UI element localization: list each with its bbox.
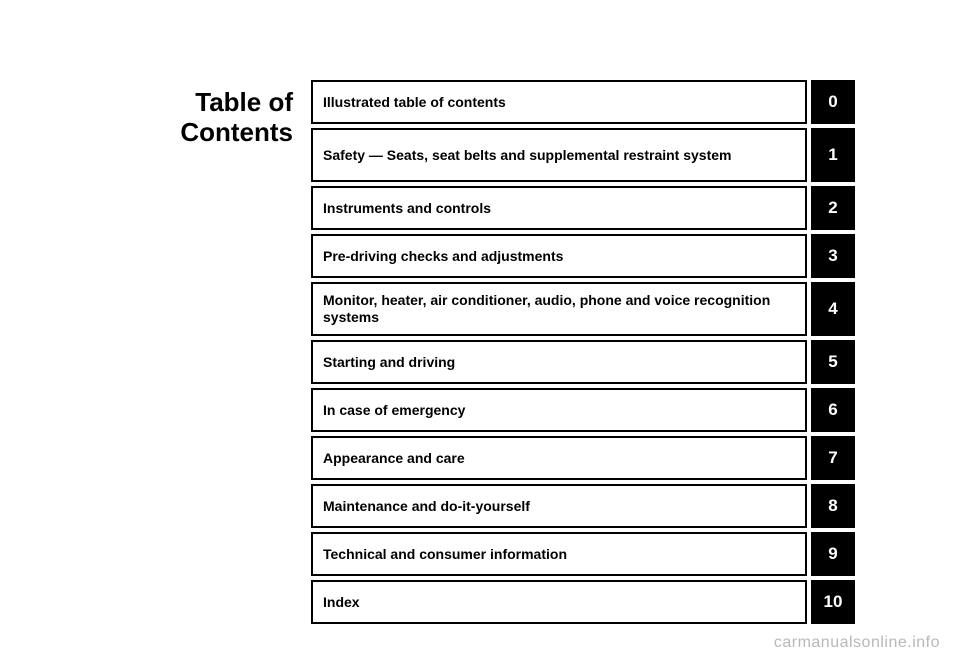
- toc-title-line2: Contents: [180, 117, 293, 147]
- toc-num-box: 2: [811, 186, 855, 230]
- toc-num-box: 9: [811, 532, 855, 576]
- toc-num-box: 7: [811, 436, 855, 480]
- toc-label: Instruments and controls: [311, 186, 807, 230]
- toc-num-box: 3: [811, 234, 855, 278]
- toc-num-box: 1: [811, 128, 855, 182]
- toc-label: Technical and consumer information: [311, 532, 807, 576]
- toc-row[interactable]: Appearance and care 7: [311, 436, 855, 480]
- toc-num-box: 5: [811, 340, 855, 384]
- toc-label: Appearance and care: [311, 436, 807, 480]
- toc-row[interactable]: Maintenance and do-it-yourself 8: [311, 484, 855, 528]
- toc-row[interactable]: Starting and driving 5: [311, 340, 855, 384]
- page-container: Table of Contents Illustrated table of c…: [115, 80, 855, 624]
- watermark: carmanualsonline.info: [774, 634, 940, 652]
- toc-label: Monitor, heater, air conditioner, audio,…: [311, 282, 807, 336]
- toc-row[interactable]: Pre-driving checks and adjustments 3: [311, 234, 855, 278]
- toc-title: Table of Contents: [115, 80, 293, 624]
- toc-table: Illustrated table of contents 0 Safety —…: [311, 80, 855, 624]
- toc-label: In case of emergency: [311, 388, 807, 432]
- toc-label: Index: [311, 580, 807, 624]
- toc-row[interactable]: Instruments and controls 2: [311, 186, 855, 230]
- toc-num-box: 0: [811, 80, 855, 124]
- toc-num-box: 6: [811, 388, 855, 432]
- toc-label: Starting and driving: [311, 340, 807, 384]
- toc-label: Safety — Seats, seat belts and supplemen…: [311, 128, 807, 182]
- toc-row[interactable]: Monitor, heater, air conditioner, audio,…: [311, 282, 855, 336]
- toc-row[interactable]: Technical and consumer information 9: [311, 532, 855, 576]
- toc-num-box: 4: [811, 282, 855, 336]
- toc-row[interactable]: Index 10: [311, 580, 855, 624]
- toc-row[interactable]: In case of emergency 6: [311, 388, 855, 432]
- toc-row[interactable]: Safety — Seats, seat belts and supplemen…: [311, 128, 855, 182]
- toc-label: Illustrated table of contents: [311, 80, 807, 124]
- toc-row[interactable]: Illustrated table of contents 0: [311, 80, 855, 124]
- toc-num-box: 8: [811, 484, 855, 528]
- toc-label: Pre-driving checks and adjustments: [311, 234, 807, 278]
- toc-title-line1: Table of: [195, 87, 293, 117]
- toc-num-box: 10: [811, 580, 855, 624]
- toc-label: Maintenance and do-it-yourself: [311, 484, 807, 528]
